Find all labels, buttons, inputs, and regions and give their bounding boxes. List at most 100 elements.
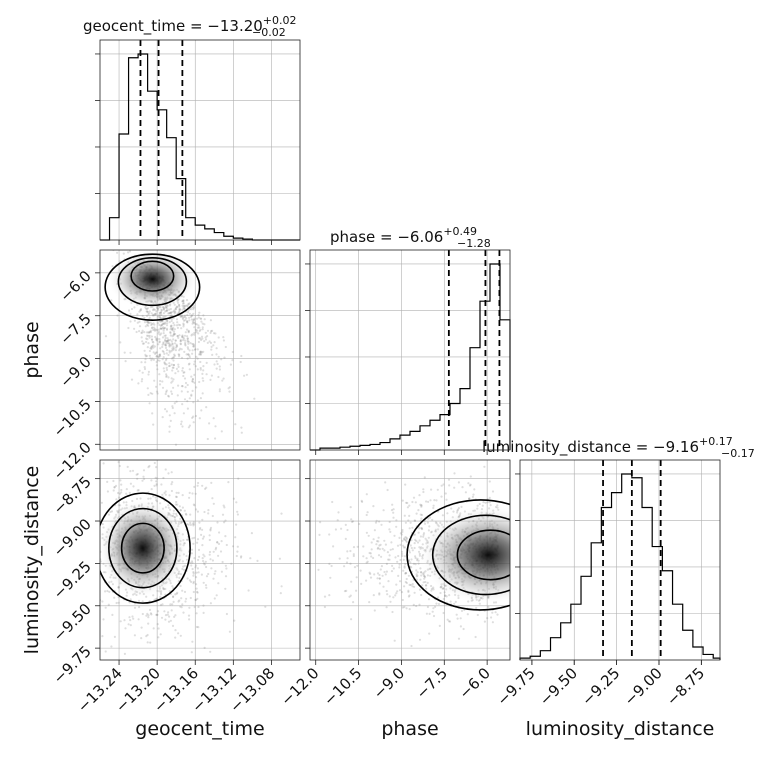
scatter-point bbox=[360, 499, 363, 502]
scatter-point bbox=[190, 314, 193, 317]
scatter-point bbox=[156, 359, 159, 362]
scatter-point bbox=[161, 319, 164, 323]
scatter-point bbox=[212, 344, 215, 347]
scatter-point bbox=[146, 633, 149, 637]
scatter-point bbox=[146, 641, 149, 644]
scatter-point bbox=[164, 343, 167, 346]
scatter-point bbox=[237, 477, 240, 480]
scatter-point bbox=[420, 504, 423, 507]
scatter-point bbox=[460, 609, 464, 613]
scatter-point bbox=[395, 592, 398, 595]
scatter-point bbox=[209, 602, 212, 605]
scatter-point bbox=[163, 491, 166, 495]
scatter-point bbox=[383, 549, 386, 552]
scatter-point bbox=[418, 539, 421, 542]
scatter-point bbox=[192, 345, 195, 348]
scatter-point bbox=[164, 614, 168, 617]
scatter-point bbox=[200, 573, 203, 576]
scatter-point bbox=[460, 505, 463, 508]
scatter-point bbox=[159, 355, 162, 358]
scatter-point bbox=[328, 562, 331, 566]
scatter-point bbox=[158, 373, 161, 376]
scatter-point bbox=[114, 236, 116, 238]
scatter-point bbox=[317, 568, 320, 571]
scatter-point bbox=[149, 357, 152, 360]
scatter-point bbox=[149, 612, 152, 615]
scatter-point bbox=[152, 328, 155, 332]
scatter-point bbox=[143, 366, 146, 369]
scatter-point bbox=[401, 554, 404, 558]
scatter-point bbox=[178, 305, 181, 308]
scatter-point bbox=[231, 359, 234, 362]
scatter-point bbox=[142, 475, 145, 478]
scatter-point bbox=[418, 588, 422, 591]
scatter-point bbox=[415, 604, 418, 608]
scatter-point bbox=[168, 311, 171, 315]
scatter-point bbox=[163, 362, 166, 365]
scatter-point bbox=[215, 347, 218, 350]
scatter-point bbox=[159, 347, 162, 350]
scatter-point bbox=[147, 312, 150, 315]
scatter-point bbox=[165, 389, 168, 392]
scatter-point bbox=[457, 637, 461, 640]
scatter-point bbox=[94, 540, 96, 542]
scatter-point bbox=[177, 363, 180, 366]
scatter-point bbox=[119, 479, 122, 482]
scatter-point bbox=[145, 337, 148, 340]
scatter-point bbox=[136, 472, 139, 476]
scatter-point bbox=[204, 560, 207, 563]
scatter-point bbox=[346, 550, 349, 553]
scatter-point bbox=[172, 359, 175, 362]
scatter-point bbox=[427, 517, 430, 520]
scatter-point bbox=[408, 583, 411, 587]
svg-text:luminosity_distance = −9.16+0.: luminosity_distance = −9.16+0.17 bbox=[482, 435, 733, 457]
scatter-point bbox=[195, 323, 198, 326]
scatter-point bbox=[193, 326, 196, 329]
scatter-point bbox=[138, 320, 141, 323]
scatter-point bbox=[183, 590, 187, 594]
scatter-point bbox=[67, 610, 69, 612]
scatter-point bbox=[186, 346, 189, 349]
scatter-point bbox=[87, 470, 89, 472]
scatter-point bbox=[403, 566, 406, 569]
scatter-point bbox=[208, 340, 211, 343]
scatter-point bbox=[413, 546, 416, 550]
scatter-point bbox=[174, 443, 178, 446]
scatter-point bbox=[161, 416, 164, 419]
scatter-point bbox=[202, 365, 205, 368]
scatter-point bbox=[86, 546, 88, 548]
scatter-point bbox=[193, 523, 196, 526]
scatter-point bbox=[145, 340, 148, 344]
scatter-point bbox=[141, 340, 144, 343]
scatter-point bbox=[459, 625, 462, 628]
scatter-point bbox=[188, 579, 191, 582]
scatter-point bbox=[155, 597, 158, 601]
scatter-point bbox=[415, 575, 418, 578]
scatter-point bbox=[400, 533, 403, 536]
scatter-point bbox=[179, 509, 182, 512]
xtick-label-luminosity-distance-2: −9.25 bbox=[578, 664, 623, 709]
scatter-point bbox=[173, 328, 176, 331]
scatter-point bbox=[400, 550, 404, 553]
scatter-point bbox=[177, 370, 180, 373]
scatter-point bbox=[90, 536, 92, 538]
density-blob-1 bbox=[100, 498, 188, 599]
scatter-point bbox=[152, 495, 155, 498]
scatter-point bbox=[176, 321, 179, 324]
scatter-point bbox=[144, 361, 147, 364]
scatter-point bbox=[183, 350, 186, 353]
scatter-point bbox=[154, 496, 157, 499]
scatter-point bbox=[184, 316, 187, 319]
scatter-point bbox=[196, 357, 199, 360]
scatter-point bbox=[185, 317, 188, 320]
scatter-point bbox=[164, 493, 167, 496]
scatter-point bbox=[418, 603, 421, 606]
scatter-point bbox=[392, 516, 395, 519]
scatter-point bbox=[172, 321, 175, 325]
title-geocent-time: geocent_time = −13.20+0.02 −0.02 bbox=[83, 14, 297, 39]
scatter-point bbox=[175, 344, 178, 347]
scatter-point bbox=[368, 601, 371, 604]
scatter-point bbox=[208, 550, 212, 554]
scatter-point bbox=[168, 362, 171, 365]
scatter-point bbox=[155, 613, 158, 617]
